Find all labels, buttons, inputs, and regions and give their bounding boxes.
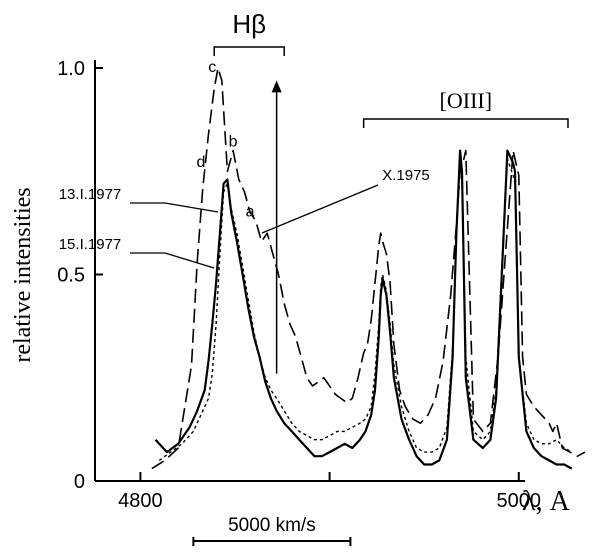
point-label-a: a [246,204,255,221]
oiii-label: [OIII] [440,88,493,113]
point-label-d: d [196,154,205,171]
series-leader-1 [164,202,219,213]
x-axis-label: λ, A [522,486,571,517]
hbeta-bracket [213,46,285,56]
point-label-c: c [208,59,216,76]
y-tick-label: 0.5 [57,265,85,287]
oiii-bracket [362,118,569,128]
series-label-0: X.1975 [382,167,430,184]
annotations: X.1975 13.I.1977 15.I.1977 c b d a Hβ [OIII] 5000… [59,9,569,546]
scale-bar-label: 5000 km/s [228,515,316,536]
scale-bar [192,537,352,546]
series-leader-2 [164,252,215,269]
y-tick-label: 1.0 [57,58,85,80]
series-label-1: 13.I.1977 [59,186,122,203]
series-label-2: 15.I.1977 [59,236,122,253]
point-label-b: b [229,133,238,150]
y-axis-label: relative intensities [10,187,36,362]
hbeta-label: Hβ [232,9,266,39]
series-group [151,67,586,470]
x-tick-label: 5000 [497,490,542,512]
series-leader-0 [261,184,379,234]
series-line-1 [154,149,573,470]
series-line-2 [158,158,573,461]
x-tick-label: 4800 [118,490,163,512]
arrow-head [271,80,282,93]
y-tick-label: 0 [74,471,85,493]
series-line-0 [151,67,586,470]
axes: 0 0.5 1.0 4800 5000 relative intensities λ, A [10,58,571,517]
